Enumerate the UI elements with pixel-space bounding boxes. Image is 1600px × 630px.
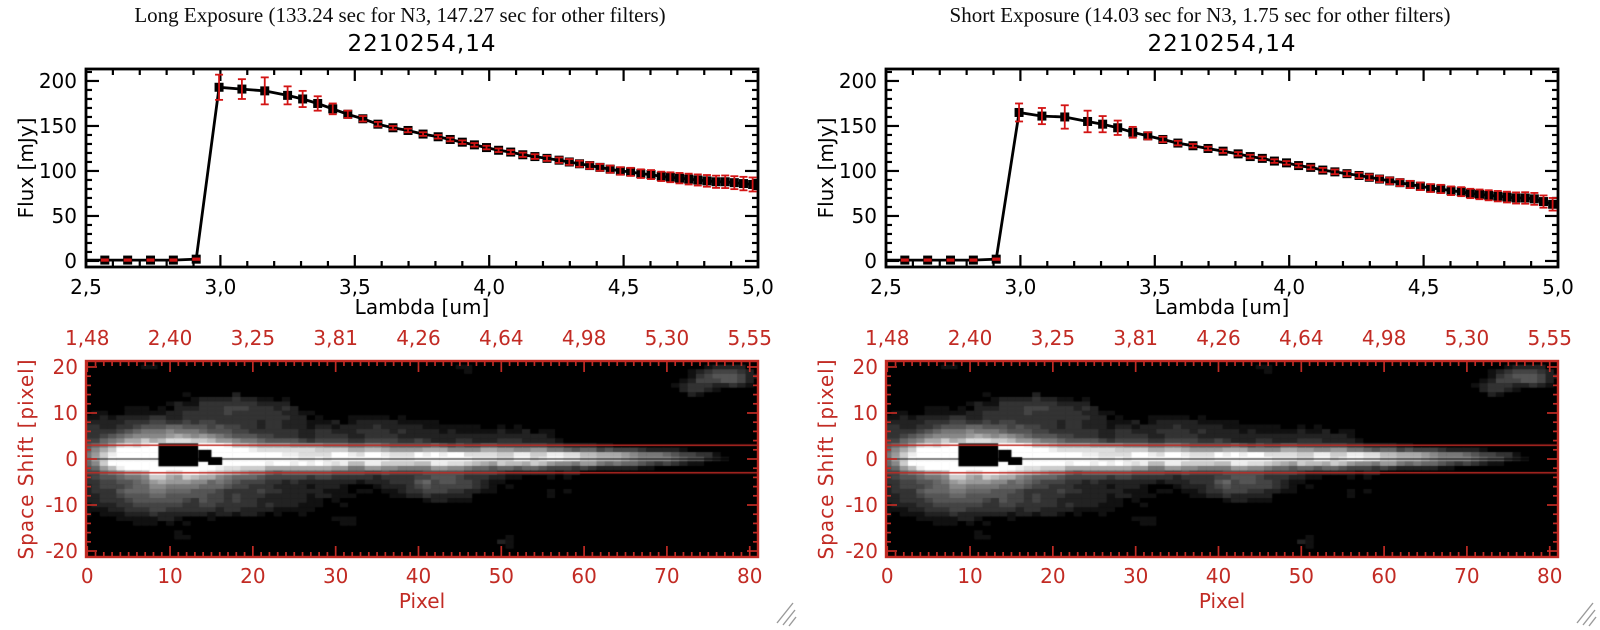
image-top-tick-label: 4,64 [1279, 326, 1324, 350]
flux-spectrum-series [886, 102, 1558, 265]
flux-x-tick-label: 4,5 [608, 275, 640, 299]
image-y-tick-label: -10 [45, 493, 78, 517]
flux-spectrum-series [86, 73, 758, 265]
image-plot-frame [84, 359, 760, 559]
image-x-tick-label: 60 [571, 564, 596, 588]
image-top-tick-label: 4,98 [562, 326, 607, 350]
image-top-tick-label: 3,25 [1031, 326, 1076, 350]
flux-x-tick-label: 3,5 [1139, 275, 1171, 299]
image-y-tick-label: -10 [845, 493, 878, 517]
spectral-image-heatmap [886, 361, 1558, 557]
image-x-tick-label: 70 [654, 564, 679, 588]
image-x-tick-label: 30 [1123, 564, 1148, 588]
flux-axis-ticks [884, 69, 1560, 267]
flux-y-tick-label: 50 [852, 204, 877, 228]
observation-id-title: 2210254,14 [1147, 31, 1297, 57]
image-y-tick-label: 20 [853, 355, 878, 379]
flux-y-tick-label: 150 [39, 114, 77, 138]
flux-y-tick-label: 150 [839, 114, 877, 138]
flux-plot-frame [84, 67, 760, 269]
flux-y-tick-label: 100 [839, 159, 877, 183]
flux-x-tick-label: 3,5 [339, 275, 371, 299]
flux-y-tick-label: 100 [39, 159, 77, 183]
image-top-tick-label: 4,26 [1196, 326, 1241, 350]
image-top-tick-label: 1,48 [865, 326, 910, 350]
flux-y-tick-label: 200 [39, 69, 77, 93]
flux-x-tick-label: 3,0 [1004, 275, 1036, 299]
flux-x-axis-label: Lambda [um] [1154, 295, 1290, 319]
flux-x-tick-label: 2,5 [70, 275, 102, 299]
image-x-tick-label: 10 [157, 564, 182, 588]
image-axis-ticks [86, 361, 759, 557]
flux-axis-ticks [84, 69, 760, 267]
image-x-tick-label: 50 [489, 564, 514, 588]
spectrum-error-bars [100, 73, 757, 262]
flux-x-tick-label: 4,0 [1273, 275, 1305, 299]
image-x-tick-label: 60 [1371, 564, 1396, 588]
image-x-axis-label: Pixel [1198, 589, 1246, 613]
image-x-tick-label: 80 [737, 564, 762, 588]
image-top-tick-label: 2,40 [148, 326, 193, 350]
short-exposure-panel: Short Exposure (14.03 sec for N3, 1.75 s… [800, 0, 1600, 630]
flux-y-tick-label: 0 [864, 249, 877, 273]
spectrum-marker [886, 255, 887, 265]
image-top-tick-label: 4,98 [1362, 326, 1407, 350]
observation-id-title: 2210254,14 [347, 31, 497, 57]
flux-x-tick-label: 5,0 [1542, 275, 1574, 299]
image-x-tick-label: 50 [1289, 564, 1314, 588]
image-y-tick-label: -20 [45, 539, 78, 563]
resize-grip-icon [1576, 602, 1597, 627]
flux-x-tick-label: 3,0 [204, 275, 236, 299]
image-top-tick-label: 3,81 [1113, 326, 1158, 350]
image-top-tick-label: 4,26 [396, 326, 441, 350]
spectral-image-heatmap [86, 361, 758, 557]
image-top-tick-label: 3,81 [313, 326, 358, 350]
image-top-tick-label: 4,64 [479, 326, 524, 350]
image-y-tick-label: 0 [865, 447, 878, 471]
flux-x-tick-label: 2,5 [870, 275, 902, 299]
image-top-tick-label: 5,55 [1527, 326, 1572, 350]
image-x-tick-label: 20 [1040, 564, 1065, 588]
flux-x-tick-label: 4,5 [1408, 275, 1440, 299]
image-y-tick-label: 0 [65, 447, 78, 471]
image-top-tick-label: 5,30 [645, 326, 690, 350]
image-top-tick-label: 2,40 [948, 326, 993, 350]
image-x-tick-label: 10 [957, 564, 982, 588]
long-exposure-panel: Long Exposure (133.24 sec for N3, 147.27… [14, 3, 797, 627]
resize-grip-icon [776, 602, 797, 627]
image-y-tick-label: -20 [845, 539, 878, 563]
flux-x-tick-label: 4,0 [473, 275, 505, 299]
flux-y-tick-label: 50 [52, 204, 77, 228]
image-y-tick-label: 10 [853, 401, 878, 425]
flux-y-tick-label: 200 [839, 69, 877, 93]
image-x-tick-label: 40 [406, 564, 431, 588]
image-y-tick-label: 10 [53, 401, 78, 425]
image-x-tick-label: 30 [323, 564, 348, 588]
image-x-tick-label: 0 [81, 564, 94, 588]
panel-title: Long Exposure (133.24 sec for N3, 147.27… [134, 3, 666, 27]
image-x-axis-label: Pixel [398, 589, 446, 613]
image-top-tick-label: 5,30 [1445, 326, 1490, 350]
spectrum-marker [86, 255, 87, 265]
flux-y-tick-label: 0 [64, 249, 77, 273]
image-x-tick-label: 0 [881, 564, 894, 588]
image-x-tick-label: 40 [1206, 564, 1231, 588]
image-top-tick-label: 5,55 [727, 326, 772, 350]
flux-x-tick-label: 5,0 [742, 275, 774, 299]
image-plot-frame [884, 359, 1560, 559]
image-x-tick-label: 80 [1537, 564, 1562, 588]
flux-x-axis-label: Lambda [um] [354, 295, 490, 319]
image-top-tick-label: 1,48 [65, 326, 110, 350]
image-y-tick-label: 20 [53, 355, 78, 379]
spectrum-error-bars [900, 102, 1557, 262]
panel-title: Short Exposure (14.03 sec for N3, 1.75 s… [949, 3, 1451, 27]
image-x-tick-label: 20 [240, 564, 265, 588]
image-axis-ticks [886, 361, 1559, 557]
flux-plot-frame [884, 67, 1560, 269]
image-top-tick-label: 3,25 [231, 326, 276, 350]
image-x-tick-label: 70 [1454, 564, 1479, 588]
